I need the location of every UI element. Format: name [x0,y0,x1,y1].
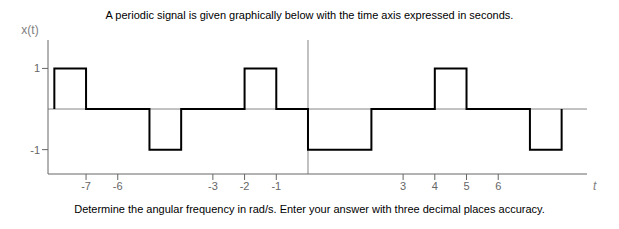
svg-text:-1: -1 [271,180,281,192]
svg-text:-6: -6 [113,180,123,192]
html-text:Determine the angular frequenc: Determine the angular frequency in rad/s… [74,203,545,215]
svg-text:x(t): x(t) [21,23,38,37]
svg-text:-7: -7 [81,180,91,192]
svg-text:3: 3 [400,180,406,192]
svg-text:-2: -2 [240,180,250,192]
svg-text:4: 4 [432,180,438,192]
html-text:A periodic signal is given gra: A periodic signal is given graphically b… [105,9,514,21]
svg-text:1: 1 [34,62,40,74]
svg-text:-3: -3 [208,180,218,192]
svg-text:t: t [593,179,597,193]
svg-text:-1: -1 [30,144,40,156]
svg-text:5: 5 [463,180,469,192]
svg-text:6: 6 [495,180,501,192]
